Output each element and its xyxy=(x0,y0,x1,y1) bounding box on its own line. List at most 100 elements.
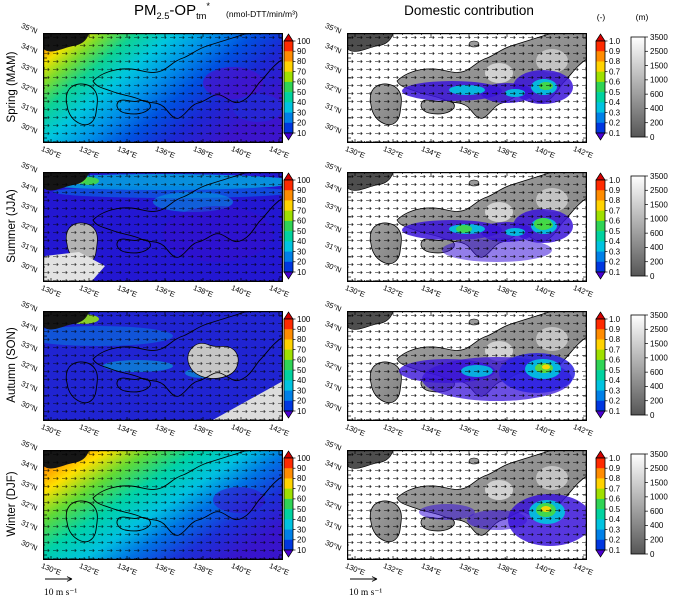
wind-scale-label: 10 m s⁻¹ xyxy=(349,588,383,596)
svg-text:0.5: 0.5 xyxy=(609,227,621,236)
lon-tick-label: 130°E xyxy=(344,422,367,439)
lon-tick-label: 132°E xyxy=(78,422,101,439)
lat-tick-label: 35°N xyxy=(323,299,343,314)
lat-tick-label: 34°N xyxy=(323,319,343,334)
map-panel-spring-op xyxy=(43,33,283,143)
lon-tick-label: 136°E xyxy=(154,144,177,161)
svg-text:0.4: 0.4 xyxy=(609,98,621,107)
svg-text:0: 0 xyxy=(650,550,655,559)
svg-text:70: 70 xyxy=(297,206,306,215)
lon-tick-label: 140°E xyxy=(230,283,253,300)
svg-text:80: 80 xyxy=(297,57,306,66)
svg-text:200: 200 xyxy=(650,397,664,406)
svg-text:2500: 2500 xyxy=(650,325,668,334)
svg-text:400: 400 xyxy=(650,104,664,113)
lon-tick-label: 138°E xyxy=(496,144,519,161)
svg-text:50: 50 xyxy=(297,227,306,236)
colorbar-op: 100 90 80 70 60 50 40 30 20 10 xyxy=(282,172,314,293)
svg-text:10: 10 xyxy=(297,268,306,277)
map-panel-summer-domestic xyxy=(347,172,587,282)
lon-tick-label: 140°E xyxy=(534,561,557,578)
lat-tick-label: 30°N xyxy=(323,538,343,553)
op-units-label: (nmol-DTT/min/m³) xyxy=(226,9,298,19)
svg-text:0: 0 xyxy=(650,272,655,281)
svg-text:30: 30 xyxy=(297,247,306,256)
lon-tick-label: 142°E xyxy=(572,144,595,161)
svg-text:40: 40 xyxy=(297,98,306,107)
elevation-colorbar-unit: (m) xyxy=(635,12,649,22)
svg-text:0.1: 0.1 xyxy=(609,407,621,416)
lon-tick-label: 132°E xyxy=(382,283,405,300)
svg-text:0.9: 0.9 xyxy=(609,325,621,334)
lat-tick-label: 31°N xyxy=(323,240,343,255)
svg-text:3500: 3500 xyxy=(650,33,668,42)
svg-text:0.9: 0.9 xyxy=(609,464,621,473)
lat-tick-label: 31°N xyxy=(323,379,343,394)
map-panel-winter-domestic xyxy=(347,450,587,560)
lat-tick-label: 32°N xyxy=(323,498,343,513)
colorbar-fraction: 1.0 0.9 0.8 0.7 0.6 0.5 0.4 0.3 0.2 0.1 xyxy=(594,172,626,293)
svg-text:60: 60 xyxy=(297,217,306,226)
svg-text:10: 10 xyxy=(297,546,306,555)
lat-tick-label: 30°N xyxy=(323,399,343,414)
svg-text:0.5: 0.5 xyxy=(609,88,621,97)
svg-text:0.6: 0.6 xyxy=(609,356,621,365)
lon-tick-label: 136°E xyxy=(154,422,177,439)
colorbar-fraction: 1.0 0.9 0.8 0.7 0.6 0.5 0.4 0.3 0.2 0.1 xyxy=(594,450,626,571)
lon-tick-label: 138°E xyxy=(496,283,519,300)
svg-text:400: 400 xyxy=(650,521,664,530)
lon-tick-label: 140°E xyxy=(534,422,557,439)
lon-tick-label: 138°E xyxy=(192,144,215,161)
lon-tick-label: 140°E xyxy=(534,144,557,161)
lat-tick-label: 31°N xyxy=(323,101,343,116)
colorbar-op: 100 90 80 70 60 50 40 30 20 10 xyxy=(282,450,314,571)
lon-tick-label: 130°E xyxy=(40,283,63,300)
svg-text:3500: 3500 xyxy=(650,172,668,181)
map-panel-summer-op xyxy=(43,172,283,282)
svg-text:600: 600 xyxy=(650,229,664,238)
svg-text:0.5: 0.5 xyxy=(609,505,621,514)
svg-text:0.2: 0.2 xyxy=(609,397,621,406)
lon-tick-label: 132°E xyxy=(78,144,101,161)
lon-tick-label: 130°E xyxy=(344,283,367,300)
svg-text:0.3: 0.3 xyxy=(609,525,621,534)
svg-text:1500: 1500 xyxy=(650,200,668,209)
svg-text:0.8: 0.8 xyxy=(609,335,621,344)
svg-text:1000: 1000 xyxy=(650,215,668,224)
lat-tick-label: 32°N xyxy=(323,359,343,374)
svg-text:0.9: 0.9 xyxy=(609,186,621,195)
lon-tick-label: 132°E xyxy=(78,283,101,300)
svg-text:1.0: 1.0 xyxy=(609,315,621,324)
svg-text:1500: 1500 xyxy=(650,61,668,70)
lon-tick-label: 138°E xyxy=(192,422,215,439)
wind-scale-arrow-icon xyxy=(45,576,73,582)
map-panel-autumn-op xyxy=(43,311,283,421)
lat-tick-label: 34°N xyxy=(323,458,343,473)
title-op-superscript: * xyxy=(206,1,211,11)
svg-text:0.8: 0.8 xyxy=(609,474,621,483)
svg-text:0.6: 0.6 xyxy=(609,495,621,504)
wind-scale-label: 10 m s⁻¹ xyxy=(44,588,78,596)
svg-text:2500: 2500 xyxy=(650,464,668,473)
fraction-colorbar-unit: (-) xyxy=(596,12,606,22)
lon-tick-label: 134°E xyxy=(420,144,443,161)
svg-text:0: 0 xyxy=(650,133,655,142)
lon-tick-label: 136°E xyxy=(154,283,177,300)
lon-tick-label: 134°E xyxy=(116,283,139,300)
svg-text:1.0: 1.0 xyxy=(609,176,621,185)
svg-text:0.2: 0.2 xyxy=(609,119,621,128)
svg-text:60: 60 xyxy=(297,356,306,365)
svg-text:20: 20 xyxy=(297,258,306,267)
lon-tick-label: 138°E xyxy=(192,283,215,300)
svg-text:80: 80 xyxy=(297,474,306,483)
svg-text:20: 20 xyxy=(297,119,306,128)
lon-tick-label: 136°E xyxy=(154,561,177,578)
right-column-title: Domestic contribution xyxy=(404,3,534,18)
lat-tick-label: 31°N xyxy=(323,518,343,533)
svg-text:0.8: 0.8 xyxy=(609,196,621,205)
svg-text:1500: 1500 xyxy=(650,478,668,487)
svg-text:0.3: 0.3 xyxy=(609,108,621,117)
svg-text:90: 90 xyxy=(297,464,306,473)
svg-text:30: 30 xyxy=(297,525,306,534)
lon-tick-label: 132°E xyxy=(382,144,405,161)
